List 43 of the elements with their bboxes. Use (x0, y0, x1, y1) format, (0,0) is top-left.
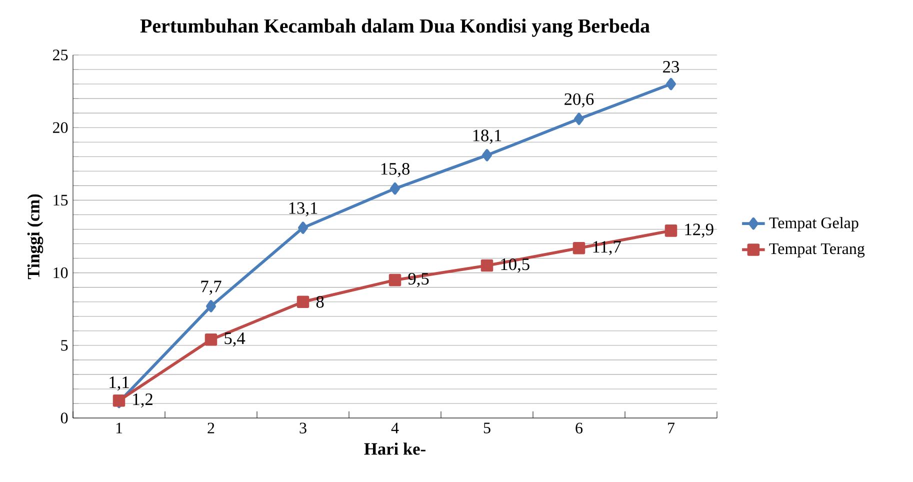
x-tick-label: 2 (208, 422, 214, 434)
y-axis-title: Tinggi (cm) (27, 194, 44, 280)
data-label: 12,9 (685, 224, 714, 238)
x-tick-label: 3 (300, 422, 306, 434)
data-label: 13,1 (289, 202, 318, 216)
point (482, 149, 492, 162)
point (206, 300, 216, 312)
x-tick-label: 5 (484, 422, 490, 434)
data-label: 5,4 (224, 332, 246, 347)
point (666, 78, 676, 90)
point (296, 296, 310, 308)
point (390, 182, 400, 195)
y-tick-label: 25 (53, 50, 68, 60)
y-tick-label: 15 (54, 194, 68, 206)
data-label: 20,6 (564, 93, 594, 108)
point (572, 242, 586, 254)
y-tick-label: 0 (60, 412, 68, 424)
point (664, 224, 678, 237)
data-label: 11,7 (593, 241, 621, 256)
data-label: 1,1 (110, 376, 129, 391)
x-tick-label: 1 (116, 422, 122, 434)
data-label: 18,1 (473, 130, 502, 144)
legend-label: Tempat Terang (769, 243, 865, 258)
data-label: 15,8 (381, 163, 410, 178)
y-tick-label: 5 (61, 340, 68, 351)
data-label: 10,5 (501, 258, 530, 273)
data-label: 7,7 (201, 280, 222, 295)
data-label: 8 (316, 296, 324, 308)
chart-title: Pertumbuhan Kecambah dalam Dua Kondisi yang Berbeda (140, 18, 650, 37)
point (204, 333, 218, 346)
data-label: 1,2 (133, 394, 152, 408)
y-tick-label: 20 (53, 122, 68, 133)
data-label: 23 (663, 61, 679, 73)
x-tick-label: 4 (391, 422, 399, 434)
point (388, 274, 402, 286)
y-tick-label: 10 (54, 267, 68, 278)
x-tick-label: 6 (576, 422, 583, 434)
x-tick-label: 7 (668, 422, 675, 434)
point (298, 222, 308, 234)
x-axis-title: Hari ke- (364, 442, 426, 455)
point (480, 259, 494, 272)
point (574, 112, 584, 126)
legend-label: Tempat Gelap (769, 217, 858, 232)
